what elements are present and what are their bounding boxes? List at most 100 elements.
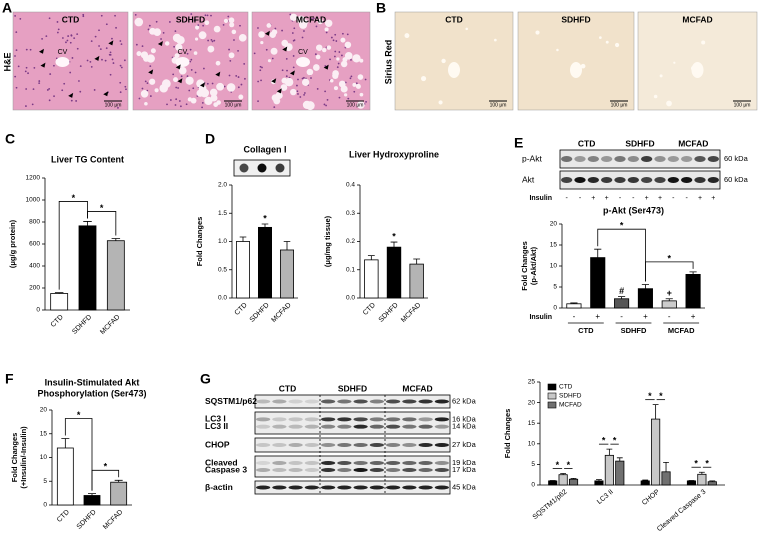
- error-bar: [367, 255, 375, 260]
- nucleus: [261, 66, 263, 69]
- group-label: SDHFD: [338, 383, 367, 393]
- lane-label: -: [632, 195, 635, 202]
- blot-band: [402, 424, 417, 429]
- y-tick-label: 0: [531, 482, 535, 489]
- legend-swatch: [547, 392, 557, 400]
- bar: [110, 481, 128, 506]
- lane-row-label: Insulin: [529, 195, 552, 202]
- blot-strip: [254, 480, 451, 495]
- nucleus: [274, 27, 277, 30]
- bar: [568, 478, 579, 486]
- nucleus: [69, 71, 72, 74]
- nucleus: [119, 40, 122, 42]
- vacuole: [193, 51, 198, 55]
- blot-strip: [254, 437, 451, 453]
- lane-label: +: [605, 195, 609, 202]
- vacuole: [344, 93, 348, 97]
- blot-band: [587, 177, 599, 183]
- nucleus: [38, 80, 41, 82]
- nucleus: [79, 65, 82, 68]
- blot-band: [561, 156, 573, 162]
- chart-title: Liver Hydroxyproline: [349, 149, 439, 159]
- nucleus: [335, 40, 338, 42]
- bar: [106, 240, 125, 311]
- y-tick-label: 0: [36, 307, 40, 314]
- nucleus: [15, 86, 18, 89]
- kda-label: 19 kDa: [452, 458, 477, 467]
- x-tick-label: SDHFD: [249, 302, 271, 324]
- micrograph: [12, 11, 129, 111]
- nucleus: [364, 78, 367, 81]
- nucleus: [271, 57, 274, 60]
- nucleus: [78, 80, 80, 82]
- bar: [78, 225, 97, 311]
- nucleus: [292, 66, 295, 69]
- micrograph: [517, 11, 635, 111]
- nucleus: [141, 45, 144, 48]
- chart-title: Collagen I: [243, 144, 286, 154]
- nucleus: [71, 57, 74, 59]
- nucleus: [175, 98, 178, 101]
- vacuole: [173, 77, 178, 83]
- nucleus: [41, 38, 43, 40]
- vacuole: [305, 101, 315, 111]
- error-bar: [390, 241, 398, 248]
- blot-band: [337, 424, 352, 429]
- blot-band: [304, 417, 319, 422]
- nucleus: [174, 104, 177, 106]
- vessel: [448, 62, 460, 78]
- vacuole: [326, 45, 332, 50]
- nucleus: [111, 37, 113, 40]
- blot-band: [402, 399, 417, 404]
- chart-title: Phosphorylation (Ser473): [37, 388, 146, 398]
- x-tick-label: +: [595, 312, 600, 321]
- arrowhead: [323, 64, 329, 70]
- vacuole: [324, 27, 329, 32]
- blot-band: [434, 468, 449, 472]
- nucleus: [273, 106, 276, 109]
- error-bar: [261, 223, 269, 228]
- blot-band: [353, 417, 368, 422]
- row-label: CHOP: [205, 439, 230, 449]
- nucleus: [25, 66, 28, 69]
- vacuole: [357, 101, 365, 109]
- nucleus: [330, 36, 333, 39]
- nucleus: [112, 62, 115, 64]
- nucleus: [223, 85, 226, 88]
- blot-band: [353, 485, 368, 490]
- nucleus: [56, 21, 59, 23]
- nucleus: [119, 91, 122, 94]
- nucleus: [334, 33, 337, 36]
- blot-band: [694, 156, 706, 162]
- nucleus: [25, 88, 28, 90]
- nucleus: [186, 75, 189, 78]
- group-label: CTD: [578, 326, 594, 335]
- blot-band: [321, 485, 336, 490]
- x-tick-label: Cleaved Caspase 3: [656, 489, 707, 534]
- hole: [653, 94, 658, 99]
- nucleus: [188, 89, 191, 92]
- error-bar: [560, 473, 567, 475]
- nucleus: [57, 28, 60, 31]
- nucleus: [185, 103, 188, 106]
- nucleus: [228, 74, 231, 77]
- significance-label: *: [77, 410, 81, 420]
- y-tick-label: 1.5: [218, 210, 227, 217]
- blot-band: [418, 417, 433, 422]
- blot-band: [386, 424, 401, 429]
- error-bar: [570, 478, 577, 480]
- bar: [279, 249, 294, 299]
- nucleus: [76, 47, 79, 50]
- kda-label: 16 kDa: [452, 414, 477, 423]
- hole: [666, 100, 672, 107]
- nucleus: [46, 89, 49, 91]
- vacuole: [216, 100, 221, 105]
- region-label: CV: [58, 49, 68, 56]
- blot-strip: [254, 394, 451, 409]
- nucleus: [349, 77, 352, 80]
- blot-band: [434, 461, 449, 465]
- significance-label: *: [620, 221, 624, 231]
- nucleus: [90, 65, 93, 68]
- nucleus: [302, 76, 305, 79]
- nucleus: [14, 15, 16, 17]
